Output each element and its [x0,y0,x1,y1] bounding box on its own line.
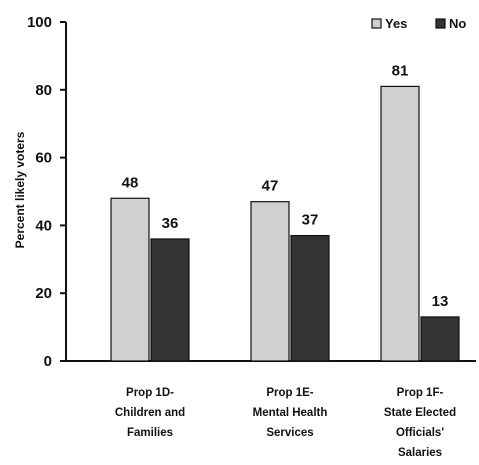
y-tick-label: 80 [35,82,52,99]
data-label: 48 [122,174,139,191]
category-label: Prop 1F-State Elected Officials' Salaries [384,387,456,459]
legend-swatch-yes [371,18,382,29]
y-tick-label: 0 [44,353,52,370]
bar-yes [110,197,150,362]
bar-no [290,234,330,362]
category-labels: Prop 1D-Children and Families Prop 1E-Ment… [115,387,456,459]
data-label: 36 [162,215,179,232]
y-tick-label: 20 [35,285,52,302]
data-label: 37 [302,212,319,229]
y-tick-label: 40 [35,217,52,234]
y-tick-label: 100 [27,14,52,31]
legend-label-no: No [449,16,466,31]
y-axis-label: Percent likely voters [13,131,27,248]
legend: Yes No [371,16,466,31]
bar-no [420,316,460,362]
bars [110,85,460,362]
data-label: 81 [392,62,409,79]
bar-no [150,238,190,362]
legend-label-yes: Yes [385,16,407,31]
data-labels: 48 36 47 37 81 13 [122,62,449,310]
legend-swatch-no [435,18,446,29]
category-label: Prop 1D-Children and Families [115,387,185,439]
data-label: 13 [432,293,449,310]
data-label: 47 [262,178,279,195]
y-tick-label: 60 [35,150,52,167]
bar-yes [380,85,420,362]
bar-yes [250,201,290,362]
category-label: Prop 1E-Mental Health Services [253,387,328,439]
